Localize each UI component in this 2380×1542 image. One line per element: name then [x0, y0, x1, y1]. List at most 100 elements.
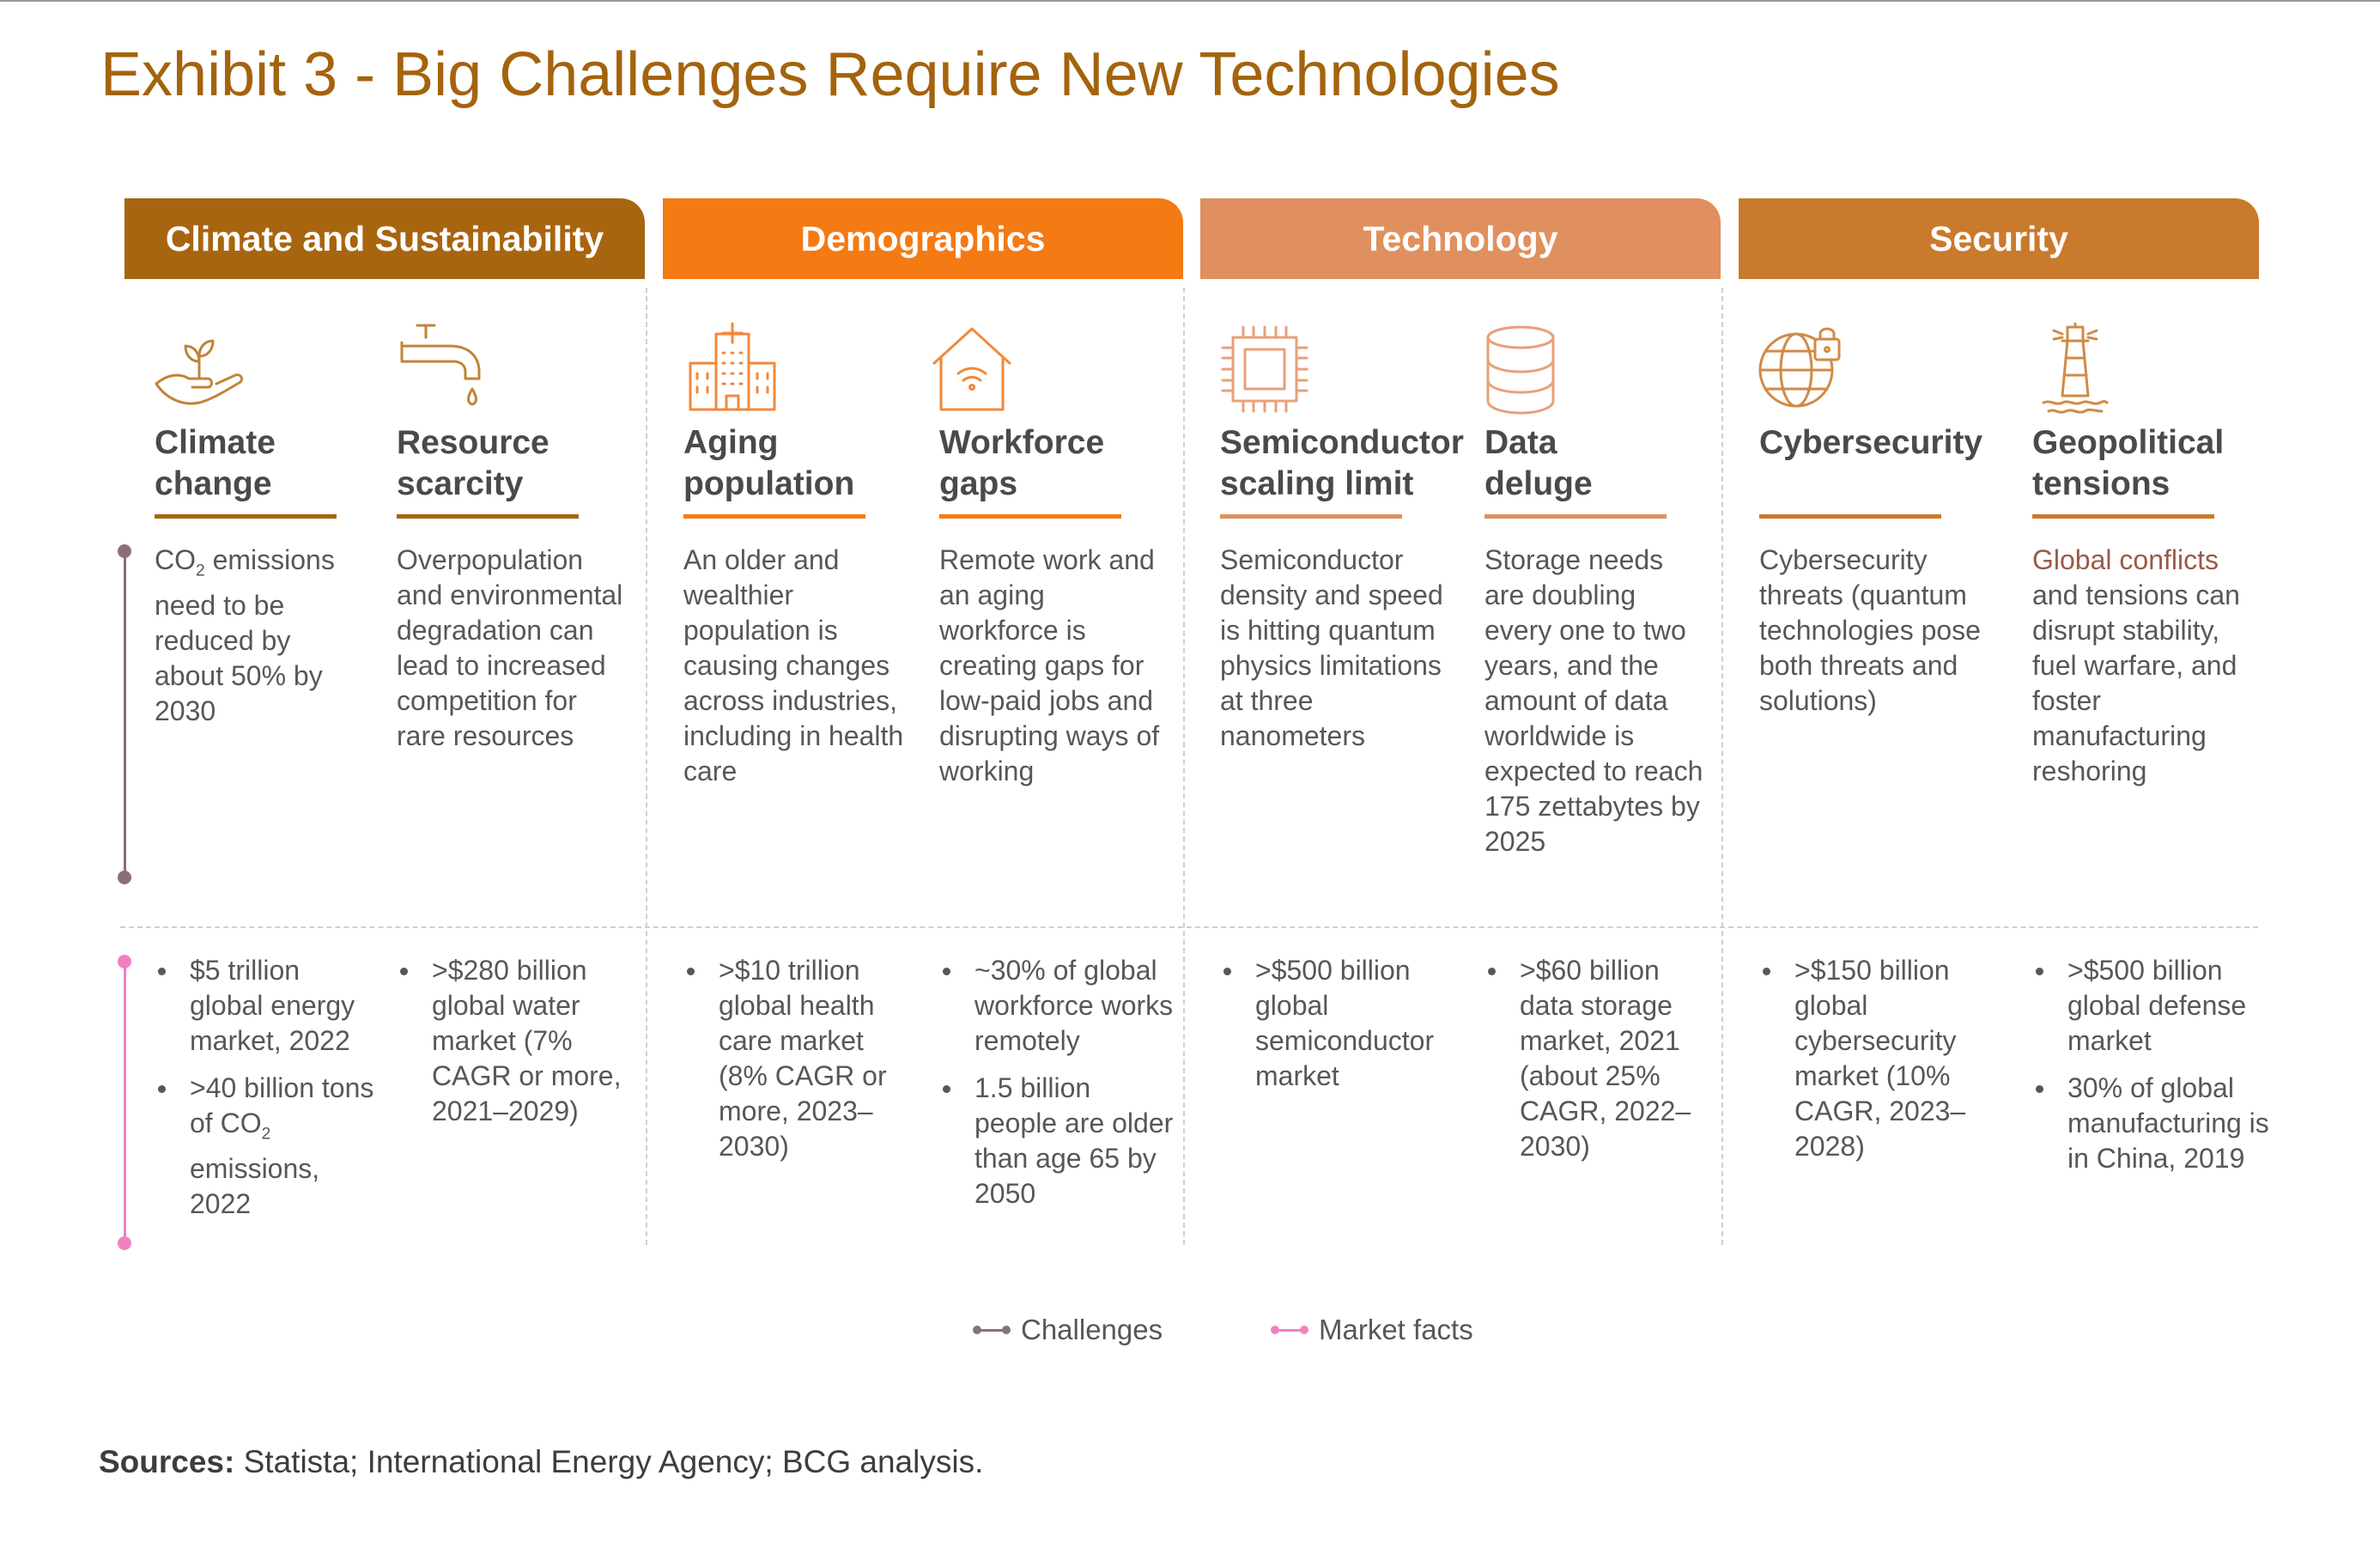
title-line: Aging: [683, 424, 779, 461]
co2-subscript: 2: [261, 1125, 271, 1144]
sources-text: Statista; International Energy Agency; B…: [234, 1444, 984, 1479]
market-facts-list: >$280 billion global water market (7% CA…: [397, 953, 646, 1141]
title-line: deluge: [1484, 465, 1593, 502]
title-line: Workforce: [939, 424, 1105, 461]
challenge-text: Semiconductor density and speed is hitti…: [1220, 544, 1443, 751]
market-fact: 30% of global manufacturing is in China,…: [2032, 1071, 2273, 1176]
challenge-text: Remote work and an aging workforce is cr…: [939, 544, 1160, 786]
globe-lock-icon: [1755, 322, 1849, 416]
title-underline: [155, 514, 337, 519]
page-title: Exhibit 3 - Big Challenges Require New T…: [100, 40, 1560, 109]
market-facts-list: >$500 billion global semiconductor marke…: [1220, 953, 1460, 1106]
market-fact: >$500 billion global semiconductor marke…: [1220, 953, 1460, 1094]
column-title-semiconductor: Semiconductor scaling limit: [1220, 422, 1495, 505]
sources-note: Sources: Statista; International Energy …: [99, 1444, 983, 1480]
challenge-rest: and tensions can disrupt stability, fuel…: [2032, 580, 2240, 786]
column-divider: [646, 288, 647, 1245]
challenge-text: Storage needs are doubling every one to …: [1484, 544, 1703, 857]
title-line: Semiconductor: [1220, 424, 1464, 461]
remote-home-icon: [926, 322, 1020, 416]
market-facts-rail-end: [118, 1236, 131, 1250]
category-header-technology: Technology: [1200, 198, 1721, 279]
title-line: Data: [1484, 424, 1557, 461]
category-label: Climate and Sustainability: [165, 218, 604, 258]
market-fact: 1.5 billion people are older than age 65…: [939, 1071, 1180, 1211]
market-fact: >$280 billion global water market (7% CA…: [397, 953, 646, 1129]
title-line: scaling limit: [1220, 465, 1414, 502]
column-title-climate-change: Climate change: [155, 422, 429, 505]
legend-label: Market facts: [1319, 1314, 1473, 1345]
legend-label: Challenges: [1021, 1314, 1163, 1345]
legend-line-icon: [973, 1326, 1011, 1334]
challenge-rest: emissions need to be reduced by about 50…: [155, 544, 335, 727]
market-fact: >$10 trillion global health care market …: [683, 953, 907, 1164]
market-facts-list: >$10 trillion global health care market …: [683, 953, 907, 1176]
market-facts-list: >$60 billion data storage market, 2021 (…: [1484, 953, 1716, 1176]
water-tap-icon: [397, 322, 491, 416]
chip-icon: [1217, 322, 1312, 416]
section-divider: [120, 926, 2258, 928]
title-underline: [1220, 514, 1402, 519]
hand-plant-icon: [151, 322, 246, 416]
database-icon: [1473, 322, 1568, 416]
market-fact: $5 trillion global energy market, 2022: [155, 953, 378, 1059]
category-label: Demographics: [800, 218, 1046, 258]
category-label: Technology: [1363, 218, 1558, 258]
title-underline: [1484, 514, 1667, 519]
co2-prefix: CO: [155, 544, 196, 575]
market-facts-list: >$500 billion global defense market 30% …: [2032, 953, 2273, 1188]
challenges-rail-end: [118, 871, 131, 884]
column-title-data-deluge: Data deluge: [1484, 422, 1759, 505]
column-title-cybersecurity: Cybersecurity: [1759, 422, 2034, 464]
legend-market-facts: Market facts: [1271, 1314, 1473, 1346]
column-title-geopolitical: Geopolitical tensions: [2032, 422, 2307, 505]
title-line: Resource: [397, 424, 549, 461]
market-fact: >$150 billion global cybersecurity marke…: [1759, 953, 1982, 1164]
title-underline: [2032, 514, 2214, 519]
challenge-text: Cybersecurity threats (quantum technolog…: [1759, 544, 1981, 716]
market-fact: >$60 billion data storage market, 2021 (…: [1484, 953, 1716, 1164]
market-fact: ~30% of global workforce works remotely: [939, 953, 1180, 1059]
legend-line-icon: [1271, 1326, 1308, 1334]
column-divider: [1721, 288, 1723, 1245]
market-facts-list: $5 trillion global energy market, 2022 >…: [155, 953, 378, 1234]
market-fact: >40 billion tons of CO2 emissions, 2022: [155, 1071, 378, 1222]
title-underline: [683, 514, 865, 519]
market-facts-list: >$150 billion global cybersecurity marke…: [1759, 953, 1982, 1176]
title-line: Geopolitical: [2032, 424, 2225, 461]
title-line: change: [155, 465, 272, 502]
title-line: scarcity: [397, 465, 524, 502]
challenges-rail-start: [118, 544, 131, 558]
market-facts-list: ~30% of global workforce works remotely …: [939, 953, 1180, 1223]
lighthouse-icon: [2028, 322, 2122, 416]
challenge-text: CO2 emissions need to be reduced by abou…: [155, 543, 361, 729]
challenge-text: Overpopulation and environmental degrada…: [397, 544, 623, 751]
column-title-workforce-gaps: Workforce gaps: [939, 422, 1214, 505]
challenge-text: Global conflicts and tensions can disrup…: [2032, 543, 2264, 789]
legend-challenges: Challenges: [973, 1314, 1163, 1346]
market-facts-rail-start: [118, 955, 131, 968]
title-underline: [397, 514, 579, 519]
category-header-security: Security: [1739, 198, 2259, 279]
market-facts-rail: [124, 962, 126, 1243]
title-underline: [939, 514, 1121, 519]
sources-label: Sources:: [99, 1444, 235, 1479]
co2-subscript: 2: [196, 562, 205, 580]
challenge-text: An older and wealthier population is cau…: [683, 544, 904, 786]
category-header-demographics: Demographics: [663, 198, 1183, 279]
title-line: Cybersecurity: [1759, 424, 1983, 461]
title-line: gaps: [939, 465, 1018, 502]
top-rule: [0, 0, 2380, 2]
title-underline: [1759, 514, 1941, 519]
challenge-highlight: Global conflicts: [2032, 544, 2219, 575]
title-line: tensions: [2032, 465, 2171, 502]
column-title-aging-population: Aging population: [683, 422, 958, 505]
column-title-resource-scarcity: Resource scarcity: [397, 422, 671, 505]
co2-prefix: >40 billion tons of CO: [190, 1072, 374, 1138]
hospital-icon: [685, 322, 780, 416]
fact-rest: emissions, 2022: [190, 1153, 320, 1220]
market-fact: >$500 billion global defense market: [2032, 953, 2273, 1059]
category-label: Security: [1929, 218, 2068, 258]
column-divider: [1183, 288, 1185, 1245]
challenges-rail: [124, 550, 126, 877]
